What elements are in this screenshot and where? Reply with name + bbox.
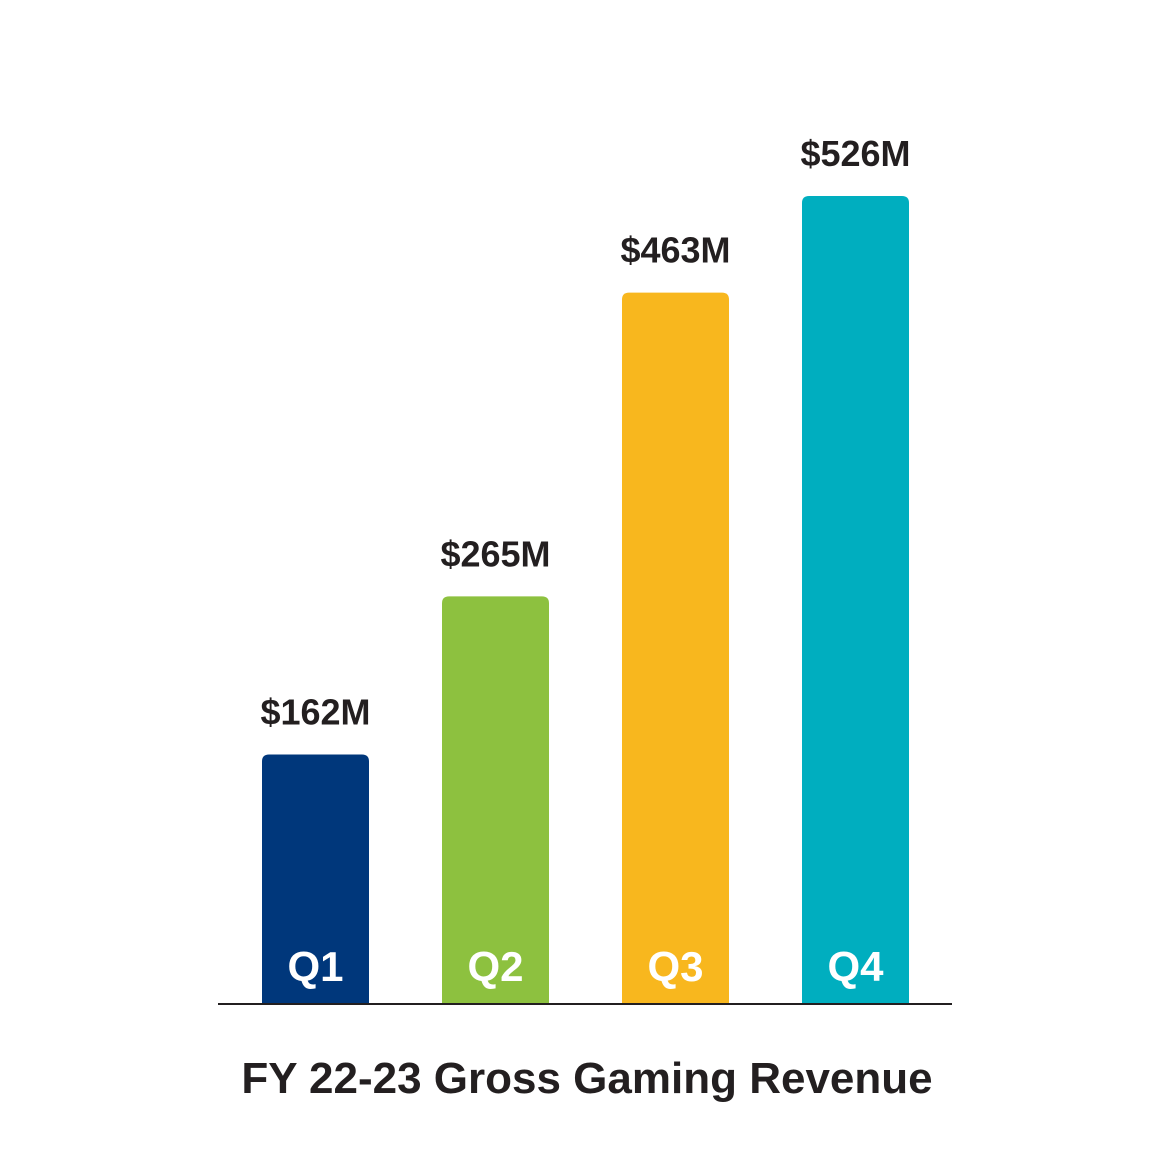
- bar-q4: [802, 196, 909, 1003]
- chart-title: FY 22-23 Gross Gaming Revenue: [241, 1054, 932, 1103]
- bar-q2: [442, 596, 549, 1003]
- category-label-q4: Q4: [827, 943, 884, 990]
- bars-layer: $162M Q1 $265M Q2 $463M Q3 $526M Q4: [260, 133, 911, 1003]
- value-label-q4: $526M: [800, 133, 910, 174]
- bar-q3: [622, 292, 729, 1003]
- category-label-q3: Q3: [647, 943, 703, 990]
- value-label-q3: $463M: [620, 230, 730, 271]
- category-label-q2: Q2: [467, 943, 523, 990]
- category-label-q1: Q1: [287, 943, 343, 990]
- bar-q1: [262, 754, 369, 1003]
- value-label-q1: $162M: [260, 691, 370, 732]
- value-label-q2: $265M: [440, 533, 550, 574]
